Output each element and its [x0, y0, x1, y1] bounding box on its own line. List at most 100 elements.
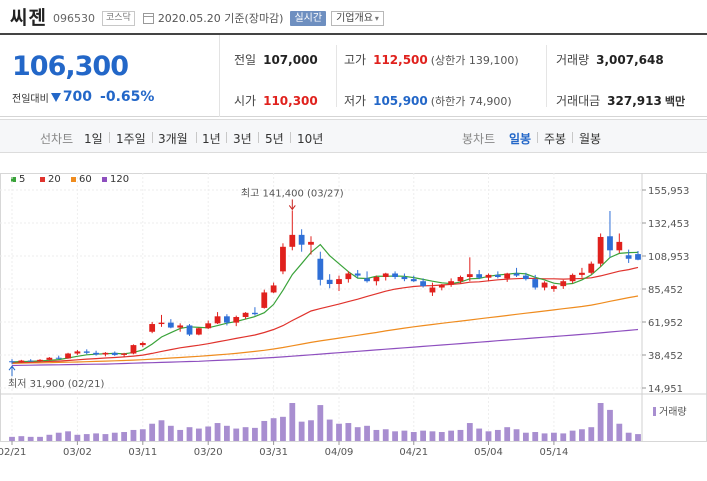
candle-body [298, 234, 305, 245]
tab-3m[interactable]: 3개월 [158, 132, 188, 146]
candle [457, 275, 464, 284]
ma5-line [11, 243, 639, 363]
volume-bar [149, 423, 156, 441]
volume-bar [195, 428, 202, 441]
open-value: 110,300 [263, 94, 318, 108]
tab-3y[interactable]: 3년 [233, 132, 252, 146]
candle-body [46, 357, 53, 360]
candle-body [364, 278, 370, 282]
volume-bar [139, 429, 146, 441]
x-tick-label: 05/04 [474, 447, 503, 458]
company-info-button[interactable]: 기업개요 ▾ [331, 10, 384, 26]
volume-bar [298, 421, 305, 441]
calendar-icon [142, 12, 154, 24]
volume-bar [597, 403, 604, 441]
volume-bar [494, 429, 501, 441]
tab-1w[interactable]: 1주일 [116, 132, 146, 146]
legend-swatch [71, 177, 76, 182]
lower-limit: (하한가 74,900) [430, 95, 512, 108]
candle-body [74, 351, 81, 354]
tab-5y[interactable]: 5년 [265, 132, 284, 146]
candle-body [55, 357, 62, 359]
volume-bar [130, 429, 137, 441]
volume-bar [354, 427, 361, 441]
tab-1y[interactable]: 1년 [202, 132, 221, 146]
candle-body [560, 281, 567, 287]
tab-10y[interactable]: 10년 [297, 132, 324, 146]
candle [597, 233, 604, 267]
candle [616, 233, 623, 254]
ma120-line [11, 328, 639, 367]
tab-monthly[interactable]: 월봉 [579, 132, 602, 146]
candle [252, 307, 258, 316]
candle-body [532, 279, 539, 288]
x-tick-label: 04/09 [325, 447, 354, 458]
candle [522, 272, 529, 281]
candle-body [522, 275, 529, 280]
amount-value: 327,913 [607, 94, 662, 108]
candle [429, 282, 436, 296]
tab-daily[interactable]: 일봉 [509, 132, 532, 146]
candle [625, 249, 632, 263]
candle-body [139, 342, 146, 346]
price-chart[interactable]: 거래량 155,953 132,453 108,953 85,452 61,952 38,… [0, 153, 707, 481]
volume-bars: 거래량 [9, 403, 687, 441]
divider [336, 45, 337, 107]
market-badge: 코스닥 [101, 10, 135, 26]
candle-body [635, 254, 641, 260]
candle-body [354, 273, 361, 276]
candle-body [121, 353, 128, 355]
low-arrow-head [8, 365, 16, 371]
legend-swatch [102, 177, 107, 182]
candle [223, 314, 230, 326]
candle [233, 315, 240, 327]
line-chart-label[interactable]: 선차트 [40, 132, 74, 146]
moving-averages [11, 243, 639, 367]
current-price: 106,300 [12, 51, 129, 82]
stock-header: 씨젠 096530 코스닥 2020.05.20 기준(장마감) 실시간 기업개… [0, 0, 707, 32]
candle [46, 357, 53, 361]
volume-bar [205, 426, 212, 441]
tab-divider [290, 132, 291, 143]
candle [476, 269, 483, 280]
amount-unit: 백만 [664, 95, 686, 108]
volume-bar [560, 433, 567, 441]
tab-divider [196, 132, 197, 143]
candle [214, 312, 221, 325]
volume-bar [364, 425, 370, 441]
candle-chart-label[interactable]: 봉차트 [462, 132, 496, 146]
candle-body [289, 234, 296, 247]
candle [504, 272, 511, 282]
candle [448, 278, 455, 287]
stock-code: 096530 [52, 11, 95, 25]
candle [308, 236, 314, 255]
candle-body [261, 292, 268, 308]
volume-bar [326, 419, 333, 441]
volume-bar [457, 429, 464, 441]
volume-bar [438, 432, 445, 441]
candle [167, 319, 174, 329]
candle [158, 314, 165, 327]
volume-bar [65, 431, 71, 441]
volume-bar [513, 429, 520, 441]
legend-swatch [11, 177, 16, 182]
tab-divider [226, 132, 227, 143]
realtime-button[interactable]: 실시간 [290, 10, 327, 26]
volume-bar [625, 432, 632, 441]
candle [186, 324, 193, 336]
candle-body [233, 317, 240, 323]
low-label: 저가 [344, 94, 367, 108]
candle-body [93, 352, 99, 355]
tab-1d[interactable]: 1일 [84, 132, 103, 146]
candle [551, 284, 557, 292]
volume-bar [485, 431, 492, 441]
stock-name: 씨젠 [10, 6, 47, 29]
candle-body [345, 273, 352, 280]
volume-bar [261, 420, 268, 441]
tab-divider [258, 132, 259, 143]
tab-weekly[interactable]: 주봉 [544, 132, 567, 146]
candle-body [270, 285, 277, 293]
high-label: 고가 [344, 53, 367, 67]
legend-label: 60 [79, 174, 92, 185]
x-axis: 02/21 03/02 03/11 03/20 03/31 04/09 04/21 05/04… [0, 441, 568, 458]
